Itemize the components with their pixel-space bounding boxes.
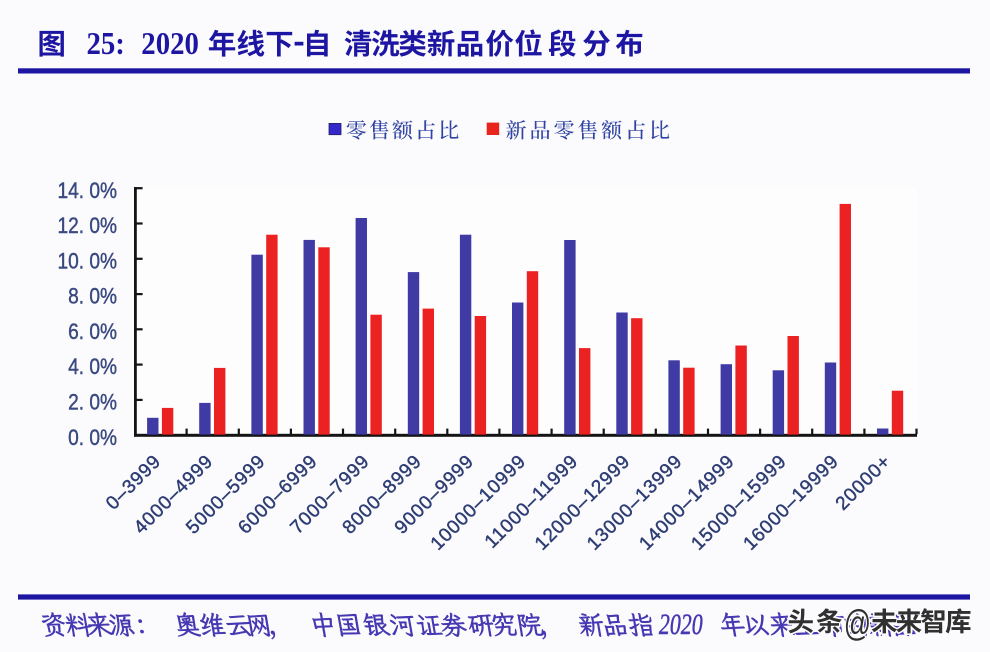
svg-text:0. 0%: 0. 0% bbox=[68, 425, 117, 450]
svg-text:2. 0%: 2. 0% bbox=[68, 390, 117, 415]
svg-text:2020: 2020 bbox=[659, 608, 703, 641]
svg-text:2020: 2020 bbox=[141, 26, 199, 62]
svg-text:@: @ bbox=[844, 603, 871, 644]
svg-text:6. 0%: 6. 0% bbox=[68, 320, 117, 345]
svg-text:4. 0%: 4. 0% bbox=[68, 355, 117, 380]
svg-text:8. 0%: 8. 0% bbox=[68, 284, 117, 309]
svg-text:12. 0%: 12. 0% bbox=[57, 214, 117, 239]
svg-text:25:: 25: bbox=[87, 26, 125, 62]
svg-text:@: @ bbox=[844, 603, 871, 644]
svg-text:14. 0%: 14. 0% bbox=[57, 178, 117, 203]
svg-text:10. 0%: 10. 0% bbox=[57, 249, 117, 274]
